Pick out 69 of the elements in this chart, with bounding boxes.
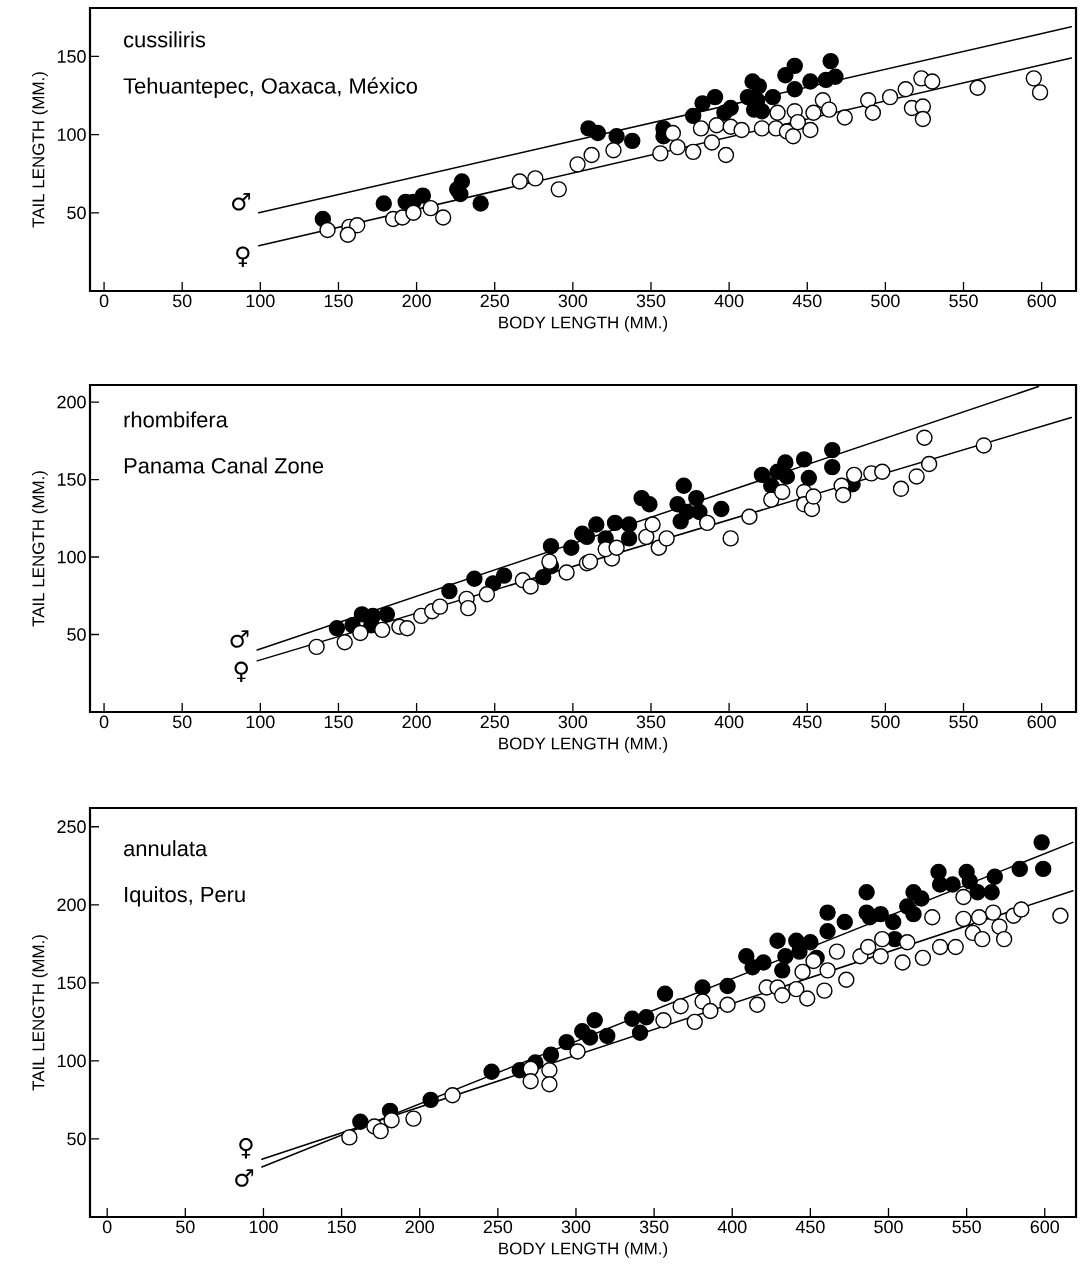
x-tick-label: 450: [795, 1220, 825, 1234]
x-tick-label: 300: [558, 294, 588, 308]
x-tick-label: 150: [324, 294, 353, 308]
x-axis-title: BODY LENGTH (MM.): [499, 316, 668, 332]
text: annulata: [124, 840, 208, 857]
x-axis-title: BODY LENGTH (MM.): [499, 737, 668, 753]
text: Iquitos, Peru: [125, 886, 245, 907]
x-tick-label: 100: [249, 1220, 278, 1234]
x-tick-label: 600: [1027, 715, 1056, 729]
y-tick-label: 200: [57, 898, 86, 912]
x-tick-label: 500: [871, 715, 900, 729]
series-label: ♀: [239, 1138, 253, 1159]
series-label: ♂: [230, 630, 249, 648]
series-label: ♀: [236, 246, 250, 267]
series-label: ♂: [235, 1169, 254, 1187]
x-tick-label: 200: [402, 715, 431, 729]
text: Tehuantepec, Oaxaca, México: [123, 77, 417, 98]
x-tick-label: 250: [480, 294, 509, 308]
y-tick-label: 250: [57, 820, 86, 834]
series-label: ♂: [232, 193, 250, 211]
x-tick-label: 400: [717, 1220, 747, 1234]
x-tick-label: 300: [561, 1220, 591, 1234]
x-tick-label: 100: [246, 294, 275, 308]
x-tick-label: 500: [874, 1220, 903, 1234]
x-tick-label: 600: [1027, 294, 1056, 308]
x-tick-label: 400: [714, 715, 744, 729]
y-tick-label: 150: [57, 473, 86, 486]
x-tick-label: 350: [636, 294, 666, 308]
y-tick-label: 50: [67, 1132, 86, 1146]
x-tick-label: 300: [558, 715, 588, 729]
series-label: ♀: [234, 661, 248, 683]
x-tick-label: 250: [483, 1220, 513, 1234]
x-tick-label: 500: [871, 294, 900, 308]
x-tick-label: 600: [1030, 1220, 1060, 1234]
y-tick-label: 100: [57, 1054, 86, 1068]
x-tick-label: 150: [327, 1220, 356, 1234]
y-tick-label: 100: [57, 128, 86, 141]
x-tick-label: 0: [99, 294, 109, 308]
x-tick-label: 150: [324, 715, 353, 729]
x-tick-label: 400: [714, 294, 744, 308]
x-tick-label: 0: [102, 1220, 112, 1234]
x-tick-label: 200: [405, 1220, 434, 1234]
x-tick-label: 100: [246, 715, 275, 729]
x-axis-title: BODY LENGTH (MM.): [499, 1242, 668, 1258]
x-tick-label: 50: [176, 1220, 195, 1234]
x-tick-label: 350: [636, 715, 666, 729]
y-tick-label: 50: [67, 206, 86, 220]
x-tick-label: 550: [949, 294, 978, 308]
y-tick-label: 100: [57, 550, 86, 564]
y-tick-label: 150: [57, 976, 86, 990]
y-tick-label: 150: [57, 50, 86, 63]
x-tick-label: 250: [480, 715, 509, 729]
y-axis-title: TAIL LENGTH (MM.): [31, 72, 48, 228]
y-axis-title: TAIL LENGTH (MM.): [31, 471, 48, 627]
text: rhombifera: [124, 411, 228, 428]
x-tick-label: 450: [792, 294, 822, 308]
x-tick-label: 50: [172, 294, 192, 308]
x-tick-label: 550: [949, 715, 978, 729]
text: cussiliris: [124, 31, 206, 48]
x-tick-label: 0: [99, 715, 109, 729]
x-tick-label: 350: [639, 1220, 669, 1234]
x-tick-label: 550: [952, 1220, 981, 1234]
y-tick-label: 50: [67, 628, 86, 641]
x-tick-label: 200: [402, 294, 431, 308]
x-tick-label: 50: [172, 715, 192, 729]
text: Panama Canal Zone: [124, 457, 324, 474]
y-axis-title: TAIL LENGTH (MM.): [31, 935, 48, 1091]
y-tick-label: 200: [57, 395, 86, 409]
x-tick-label: 450: [792, 715, 822, 729]
